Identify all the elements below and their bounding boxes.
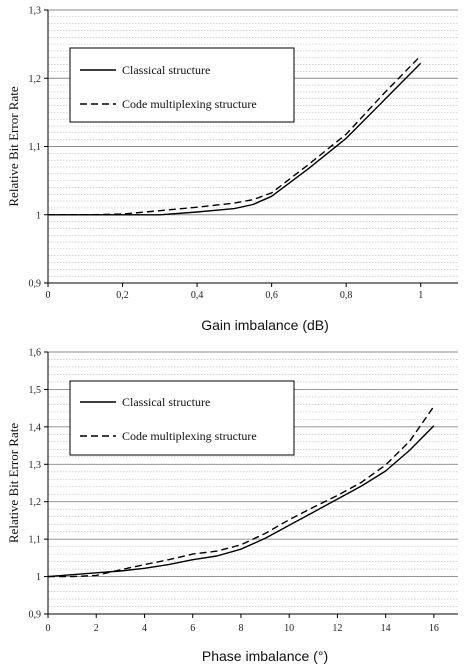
series-line-code-multiplexing	[48, 405, 435, 578]
y-tick-label: 1,5	[29, 385, 42, 396]
x-tick-label: 0	[46, 290, 51, 301]
x-tick-label: 0,4	[191, 290, 204, 301]
x-tick-label: 6	[190, 623, 195, 634]
y-tick-label: 1,1	[29, 142, 42, 153]
x-tick-label: 16	[429, 623, 439, 634]
x-tick-label: 4	[142, 623, 147, 634]
x-tick-label: 2	[94, 623, 99, 634]
x-tick-label: 1	[418, 290, 423, 301]
y-tick-label: 1,6	[29, 348, 42, 359]
x-tick-label: 0,8	[340, 290, 353, 301]
x-tick-label: 0	[46, 623, 51, 634]
y-tick-label: 1,2	[29, 74, 42, 85]
y-tick-label: 1	[36, 210, 41, 221]
y-tick-label: 1,1	[29, 535, 42, 546]
y-axis-title: Relative Bit Error Rate	[6, 423, 21, 543]
x-axis-title: Gain imbalance (dB)	[201, 317, 329, 333]
x-tick-label: 0,6	[265, 290, 278, 301]
y-tick-label: 1,3	[29, 6, 42, 17]
x-tick-label: 12	[332, 623, 342, 634]
x-tick-label: 8	[238, 623, 243, 634]
y-tick-label: 0,9	[29, 610, 42, 621]
x-tick-label: 0,2	[116, 290, 129, 301]
legend-label: Classical structure	[122, 63, 210, 77]
series-line-code-multiplexing	[48, 55, 422, 216]
x-axis-title: Phase imbalance (°)	[202, 648, 328, 664]
legend-label: Code multiplexing structure	[122, 97, 257, 111]
chart-1: 0,9 1 1,1 1,2 1,3 0 0,2 0,4 0,6 0,8 1 Gain imbalanc…	[6, 6, 458, 333]
legend: Classical structure Code multiplexing str…	[69, 380, 295, 456]
series-line-classical	[47, 425, 435, 578]
legend: Classical structure Code multiplexing str…	[69, 47, 295, 123]
legend-label: Classical structure	[122, 395, 210, 409]
legend-label: Code multiplexing structure	[122, 429, 257, 443]
legend-box	[69, 47, 295, 123]
y-tick-label: 1	[36, 572, 41, 583]
y-tick-label: 1,3	[29, 460, 42, 471]
x-tick-label: 14	[381, 623, 391, 634]
chart-2: 0,9 1 1,1 1,2 1,3 1,4 1,5 1,6 0 2 4 6 8 10 12 14 16 Phase…	[6, 348, 458, 664]
y-tick-label: 1,2	[29, 497, 42, 508]
x-tick-label: 10	[284, 623, 294, 634]
y-tick-label: 0,9	[29, 279, 42, 290]
y-axis-title: Relative Bit Error Rate	[6, 86, 21, 206]
legend-box	[69, 380, 295, 456]
y-tick-label: 1,4	[29, 422, 42, 433]
